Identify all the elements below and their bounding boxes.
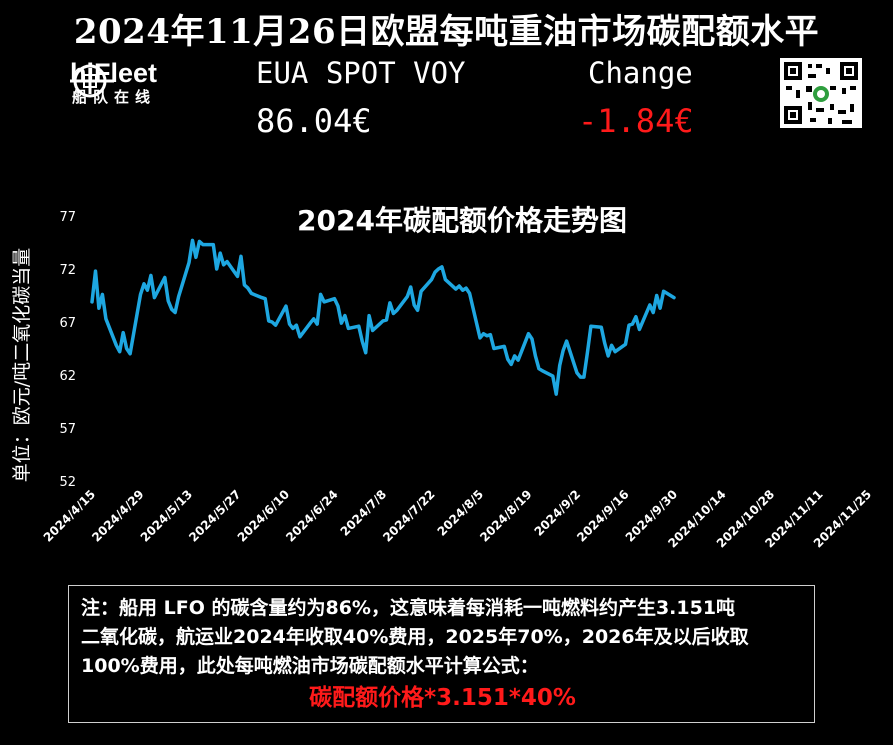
note-box: 注：船用 LFO 的碳含量约为86%，这意味着每消耗一吨燃料约产生3.151吨 … [68,585,815,723]
eua-label: EUA SPOT VOY [256,56,466,90]
page-title: 2024年11月26日欧盟每吨重油市场碳配额水平 [73,12,820,52]
y-axis-label: 单位：欧元/吨二氧化碳当量 [11,248,33,482]
x-tick-label: 2024/7/22 [380,487,437,544]
x-tick-label: 2024/9/2 [532,487,584,539]
note-line: 注：船用 LFO 的碳含量约为86%，这意味着每消耗一吨燃料约产生3.151吨 [81,597,736,619]
x-tick-label: 2024/6/24 [283,487,340,544]
y-tick-label: 57 [59,422,76,437]
brand-name: hiFleet [70,58,158,88]
brand-subtitle: 船队在线 [72,88,157,106]
note-line: 二氧化碳，航运业2024年收取40%费用，2025年70%，2026年及以后收取 [81,626,749,648]
qr-code-icon [780,58,862,128]
note-formula: 碳配额价格*3.151*40% [309,685,576,711]
eua-price: 86.04€ [256,102,372,140]
y-tick-label: 72 [59,263,76,278]
x-tick-label: 2024/8/5 [435,487,487,539]
chart-title: 2024年碳配额价格走势图 [297,204,627,237]
x-tick-label: 2024/8/19 [477,487,534,544]
change-label: Change [588,56,693,90]
y-tick-label: 67 [59,316,76,331]
change-value: -1.84€ [578,102,694,140]
x-tick-label: 2024/7/8 [338,487,390,539]
y-tick-label: 62 [59,369,76,384]
hifleet-logo-icon [70,64,114,98]
price-line-series [90,238,676,396]
y-tick-label: 77 [59,210,76,225]
y-tick-label: 52 [59,475,76,490]
note-line: 100%费用，此处每吨燃油市场碳配额水平计算公式： [81,655,539,677]
